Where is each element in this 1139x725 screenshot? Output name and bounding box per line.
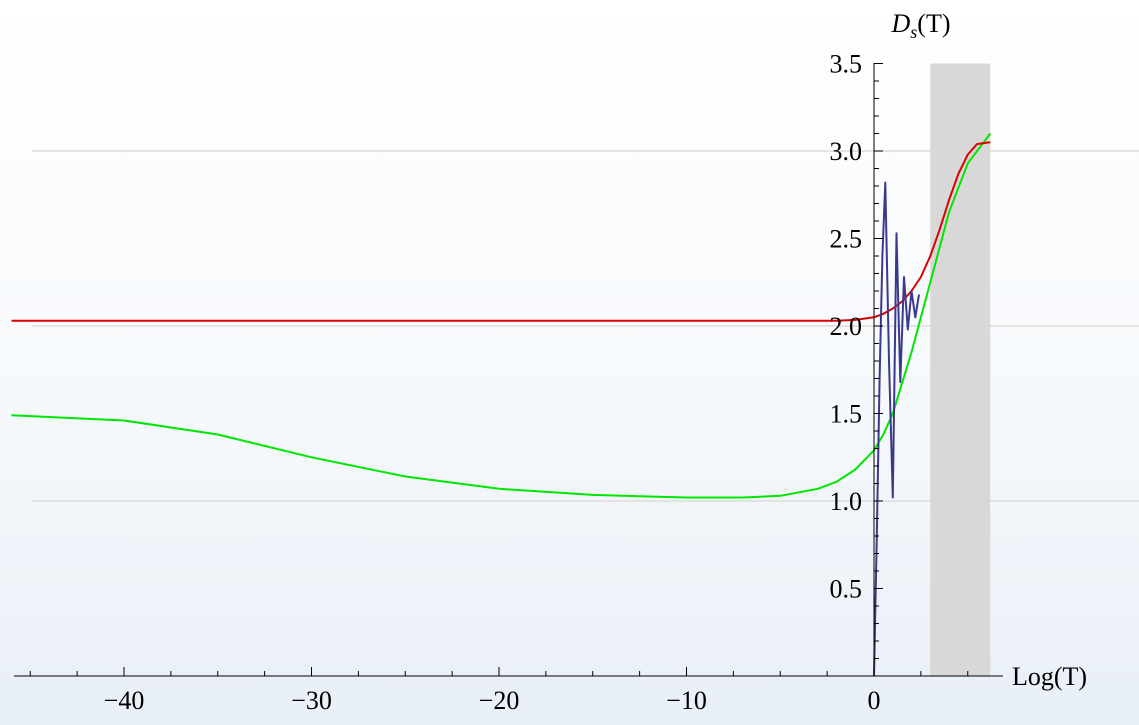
y-tick-label: 1.5: [830, 400, 863, 429]
y-tick-label: 2.5: [830, 225, 863, 254]
y-axis-title-main: D: [891, 9, 911, 38]
shaded-region: [930, 63, 991, 676]
y-tick-label: 2.0: [830, 312, 863, 341]
x-tick-label: −30: [291, 686, 332, 715]
x-tick-label: 0: [868, 686, 881, 715]
series-layer: [11, 132, 992, 677]
x-axis-title: Log(T): [1012, 662, 1087, 691]
shaded-region-layer: [930, 63, 991, 676]
series-line-1: [11, 132, 992, 499]
y-axis-title-subscript: s: [910, 22, 917, 42]
gridlines-layer: [32, 150, 1139, 502]
x-tick-label: −40: [104, 686, 145, 715]
x-ticks-layer: −40 −30 −20 −10 0: [29, 667, 969, 715]
axes-layer: [14, 63, 1003, 677]
y-axis-title-suffix: (T): [917, 9, 950, 38]
x-tick-label: −20: [479, 686, 520, 715]
x-tick-label: −10: [666, 686, 707, 715]
y-tick-label: 3.0: [830, 137, 863, 166]
y-tick-label: 1.0: [830, 487, 863, 516]
series-line-3: [873, 181, 920, 677]
y-axis-title: Ds(T): [891, 9, 951, 42]
y-tick-label: 0.5: [830, 575, 863, 604]
y-tick-label: 3.5: [830, 50, 863, 79]
y-ticks-layer: 0.5 1.0 1.5 2.0 2.5 3.0 3.5: [830, 50, 883, 659]
